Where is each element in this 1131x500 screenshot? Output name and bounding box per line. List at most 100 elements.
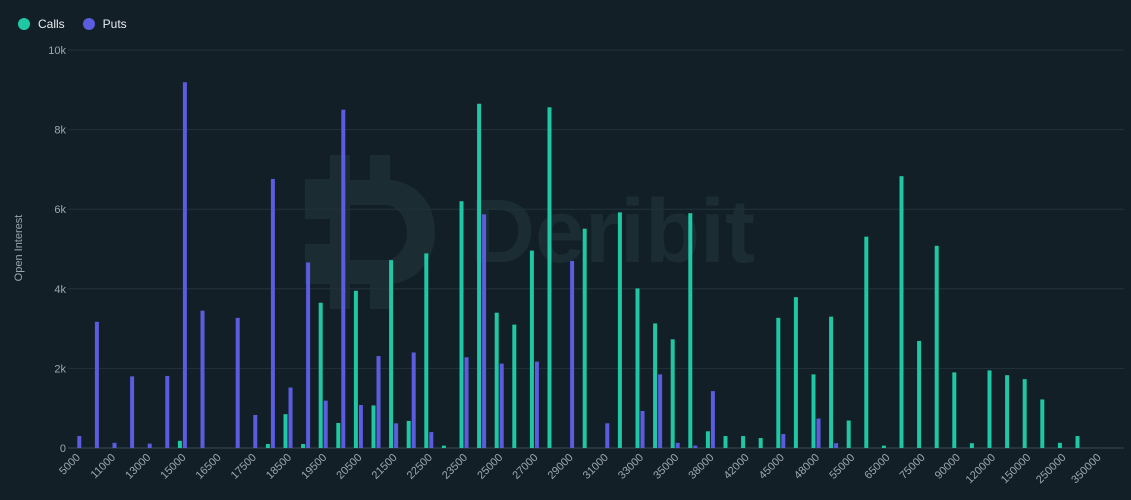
puts-bar-11000[interactable]: [112, 442, 117, 448]
puts-bar-21000[interactable]: [376, 356, 381, 448]
calls-bar-18000[interactable]: [265, 444, 270, 448]
calls-bar-19500[interactable]: [318, 302, 323, 448]
y-tick-label: 4k: [54, 284, 66, 296]
puts-bar-12000[interactable]: [130, 376, 135, 448]
calls-bar-25000[interactable]: [494, 312, 499, 448]
puts-bar-20000[interactable]: [341, 109, 346, 448]
x-tick-label: 90000: [933, 452, 963, 482]
calls-bar-21500[interactable]: [389, 260, 394, 448]
puts-bar-13000[interactable]: [147, 443, 152, 448]
legend-item-calls[interactable]: Calls: [18, 17, 65, 31]
calls-bar-38000[interactable]: [705, 431, 710, 448]
calls-bar-33000[interactable]: [635, 288, 640, 448]
x-tick-label: 16500: [194, 452, 224, 482]
calls-bar-100000[interactable]: [969, 443, 974, 448]
calls-bar-20000[interactable]: [336, 422, 341, 448]
x-tick-label: 120000: [964, 452, 998, 486]
calls-bar-22500[interactable]: [424, 253, 429, 448]
calls-bar-55000[interactable]: [846, 420, 851, 448]
puts-bar-19500[interactable]: [323, 400, 328, 448]
x-tick-label: 18500: [264, 452, 294, 482]
calls-bar-26000[interactable]: [512, 324, 517, 448]
calls-bar-30000[interactable]: [582, 228, 587, 448]
puts-bar-5000[interactable]: [77, 436, 82, 448]
grid-lines: [68, 49, 1124, 449]
calls-bar-140000[interactable]: [1005, 375, 1010, 448]
puts-bar-48000[interactable]: [816, 418, 821, 448]
y-tick-label: 10k: [48, 45, 66, 57]
calls-bar-36000[interactable]: [688, 213, 693, 448]
puts-bar-23500[interactable]: [464, 357, 469, 448]
puts-bar-14000[interactable]: [165, 375, 170, 448]
puts-bar-21500[interactable]: [394, 423, 399, 448]
puts-bar-24000[interactable]: [482, 214, 487, 448]
puts-bar-36000[interactable]: [693, 445, 698, 448]
calls-bar-80000[interactable]: [934, 245, 939, 448]
calls-bar-21000[interactable]: [371, 405, 376, 448]
calls-bar-24000[interactable]: [477, 103, 482, 448]
calls-bar-46000[interactable]: [793, 297, 798, 448]
puts-bar-17000[interactable]: [235, 317, 240, 448]
calls-bar-60000[interactable]: [864, 236, 869, 448]
puts-bar-20500[interactable]: [358, 405, 363, 448]
calls-bar-19000[interactable]: [301, 444, 306, 448]
puts-bar-45000[interactable]: [781, 434, 786, 448]
calls-bar-15000[interactable]: [177, 440, 182, 448]
watermark-text: Deribit: [470, 182, 755, 282]
calls-bar-18500[interactable]: [283, 414, 288, 448]
calls-bar-200000[interactable]: [1040, 399, 1045, 448]
x-tick-label: 11000: [89, 452, 119, 482]
puts-bar-10000[interactable]: [94, 321, 99, 448]
calls-bar-27000[interactable]: [529, 250, 534, 448]
puts-bar-27000[interactable]: [534, 361, 539, 448]
y-tick-label: 8k: [54, 125, 66, 137]
calls-bar-44000[interactable]: [758, 438, 763, 448]
puts-bar-19000[interactable]: [306, 262, 311, 448]
puts-bar-17500[interactable]: [253, 414, 258, 448]
puts-bar-25000[interactable]: [499, 363, 504, 448]
puts-bar-38000[interactable]: [710, 391, 715, 448]
calls-bar-22000[interactable]: [406, 420, 411, 448]
calls-bar-23500[interactable]: [459, 201, 464, 448]
calls-bar-40000[interactable]: [723, 436, 728, 448]
calls-bar-90000[interactable]: [952, 372, 957, 448]
puts-bar-18000[interactable]: [270, 178, 275, 448]
x-tick-label: 20500: [334, 452, 364, 482]
calls-bar-42000[interactable]: [741, 436, 746, 448]
calls-bar-250000[interactable]: [1057, 442, 1062, 448]
puts-bar-22000[interactable]: [411, 352, 416, 448]
puts-bar-34000[interactable]: [658, 374, 663, 448]
calls-bar-120000[interactable]: [987, 370, 992, 448]
legend-item-puts[interactable]: Puts: [82, 17, 127, 31]
puts-bar-33000[interactable]: [640, 410, 645, 448]
puts-bar-35000[interactable]: [675, 442, 680, 448]
calls-bar-34000[interactable]: [653, 323, 658, 448]
puts-bar-18500[interactable]: [288, 387, 293, 448]
puts-bar-50000[interactable]: [834, 443, 839, 448]
y-tick-label: 2k: [54, 363, 66, 375]
puts-bar-16000[interactable]: [200, 310, 205, 448]
calls-bar-35000[interactable]: [670, 339, 675, 448]
calls-bar-65000[interactable]: [881, 445, 886, 448]
calls-bar-50000[interactable]: [829, 316, 834, 448]
puts-bar-31000[interactable]: [605, 423, 610, 448]
puts-bar-15000[interactable]: [182, 82, 187, 448]
x-axis-ticks: 5000 11000 13000 15000 16500 17500 18500 19500 2…: [57, 452, 1104, 486]
calls-bar-20500[interactable]: [353, 290, 358, 448]
calls-bar-150000[interactable]: [1022, 379, 1027, 448]
calls-bar-45000[interactable]: [776, 317, 781, 448]
calls-bar-75000[interactable]: [917, 340, 922, 448]
puts-bar-22500[interactable]: [429, 432, 434, 448]
puts-bar-29000[interactable]: [570, 260, 575, 448]
calls-bar-28000[interactable]: [547, 107, 552, 448]
legend-label-puts: Puts: [102, 17, 127, 31]
calls-bar-48000[interactable]: [811, 374, 816, 448]
calls-bar-32000[interactable]: [617, 212, 622, 448]
x-tick-label: 17500: [229, 452, 259, 482]
x-tick-label: 23500: [440, 452, 470, 482]
calls-bar-23000[interactable]: [441, 445, 446, 448]
calls-bar-70000[interactable]: [899, 176, 904, 448]
calls-bar-300000[interactable]: [1075, 436, 1080, 448]
